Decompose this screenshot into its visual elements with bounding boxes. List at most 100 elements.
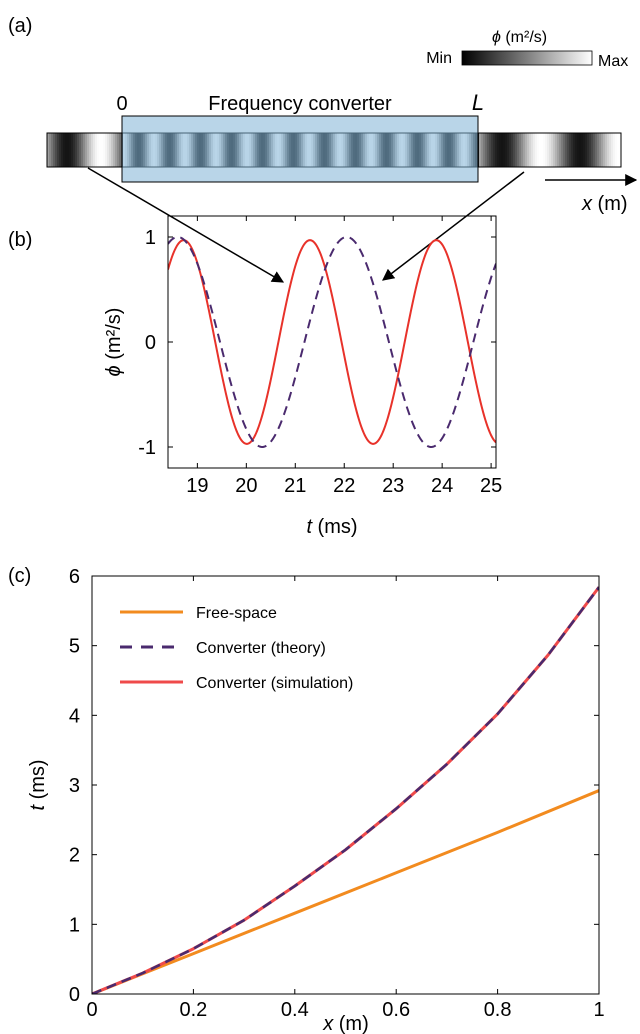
chart-c-y-tick-label: 1 [69,914,80,936]
wave-strip-cell [499,133,502,167]
x-axis-label-a: x (m) [581,193,628,215]
wave-strip-cell [521,133,524,167]
chart-b-series-line-0 [168,239,496,445]
wave-strip-cell [537,133,540,167]
wave-strip-cell [115,133,118,167]
wave-strip-cell [593,133,596,167]
wave-strip-cell [71,133,74,167]
wave-strip-cell [501,133,504,167]
wave-strip-cell [497,133,500,167]
wave-strip-cell [107,133,110,167]
wave-strip-cell [481,133,484,167]
wave-strip-cell [607,133,610,167]
chart-b-series-line-1 [168,235,496,449]
colorbar-title: ϕ (m²/s) [492,29,547,46]
wave-strip-cell [579,133,582,167]
wave-strip-cell [541,133,544,167]
output-wave-arrow [382,171,525,281]
wave-strip-cell [99,133,102,167]
wave-strip-cell [601,133,604,167]
chart-b-x-tick-label: 19 [186,475,208,497]
wave-strip-cell [61,133,64,167]
chart-b: 19 20 21 22 23 24 25 -1 0 1 t (ms) ϕ (m²/s) [103,215,502,538]
wave-strip-cell [575,133,578,167]
wave-strip-cell [75,133,78,167]
wave-strip-cell [503,133,506,167]
legend-label-0: Free-space [196,605,277,622]
wave-strip-cell [559,133,562,167]
wave-strip-cell [113,133,116,167]
panel-b-label: (b) [8,229,32,251]
chart-c-ticks: 0 0.2 0.4 0.6 0.8 1 0 1 2 3 4 5 6 [69,566,605,1021]
wave-strip-cell [505,133,508,167]
wave-strip-cell [493,133,496,167]
wave-strip-cell [495,133,498,167]
chart-c-legend: Free-space Converter (theory) Converter (s… [120,605,353,692]
wave-strip-cell [573,133,576,167]
chart-b-x-tick-label: 20 [235,475,257,497]
wave-strip-cell [555,133,558,167]
chart-c-x-tick-label: 0 [86,999,97,1021]
wave-strip-cell [553,133,556,167]
wave-strip-cell [97,133,100,167]
chart-b-ticks: 19 20 21 22 23 24 25 -1 0 1 [138,216,502,497]
wave-strip-cell [587,133,590,167]
wave-strip-cell [59,133,62,167]
wave-strip-cell [539,133,542,167]
wave-strip-cell [511,133,514,167]
wave-strip-cell [69,133,72,167]
chart-b-x-tick-label: 21 [284,475,306,497]
wave-strip-cell [611,133,614,167]
wave-strip-cell [563,133,566,167]
wave-strip-cell [535,133,538,167]
chart-c-y-tick-label: 4 [69,705,80,727]
chart-c-y-tick-label: 6 [69,566,80,588]
wave-strip-cell [57,133,60,167]
wave-strip-cell [491,133,494,167]
wave-strip-cell [513,133,516,167]
wave-strip-cell [549,133,552,167]
wave-strip-cell [93,133,96,167]
wave-strip-cell [489,133,492,167]
wave-strip-cell [47,133,50,167]
chart-c-series [92,586,599,994]
wave-strip-cell [517,133,520,167]
chart-b-x-tick-label: 24 [431,475,453,497]
chart-c-y-tick-label: 3 [69,775,80,797]
panel-a-label: (a) [8,15,32,37]
wave-strip-cell [83,133,86,167]
chart-c-series-line-0 [92,789,599,994]
wave-strip-cell [89,133,92,167]
wave-strip-cell [533,133,536,167]
chart-b-y-tick-label: 1 [145,227,156,249]
chart-c-x-tick-label: 0.6 [382,999,410,1021]
chart-c-y-axis-title: t (ms) [27,759,49,810]
wave-strip-cell [605,133,608,167]
chart-c-x-axis-title: x (m) [322,1013,369,1034]
chart-c-y-tick-label: 0 [69,984,80,1006]
wave-strip-cell [65,133,68,167]
colorbar-min-label: Min [426,50,452,67]
chart-c-series-line-1 [92,586,599,994]
domain-start-label: 0 [116,93,127,115]
wave-strip-cell [545,133,548,167]
wave-strip-cell [487,133,490,167]
wave-strip-cell [617,133,620,167]
wave-strip-cell [609,133,612,167]
wave-strip-cell [547,133,550,167]
wave-strip-cell [55,133,58,167]
colorbar-gradient [461,50,593,66]
chart-c-y-tick-label: 2 [69,845,80,867]
wave-strip-cell [479,133,482,167]
wave-strip-cell [529,133,532,167]
wave-strip-cell [91,133,94,167]
domain-end-label: L [472,90,484,115]
wave-strip-cell [569,133,572,167]
wave-strip-cell [613,133,616,167]
wave-strip-cell [87,133,90,167]
converter-region [121,115,479,183]
wave-strip-cell [551,133,554,167]
wave-strip-cell [599,133,602,167]
wave-strip-cell [525,133,528,167]
chart-c-x-tick-label: 1 [593,999,604,1021]
